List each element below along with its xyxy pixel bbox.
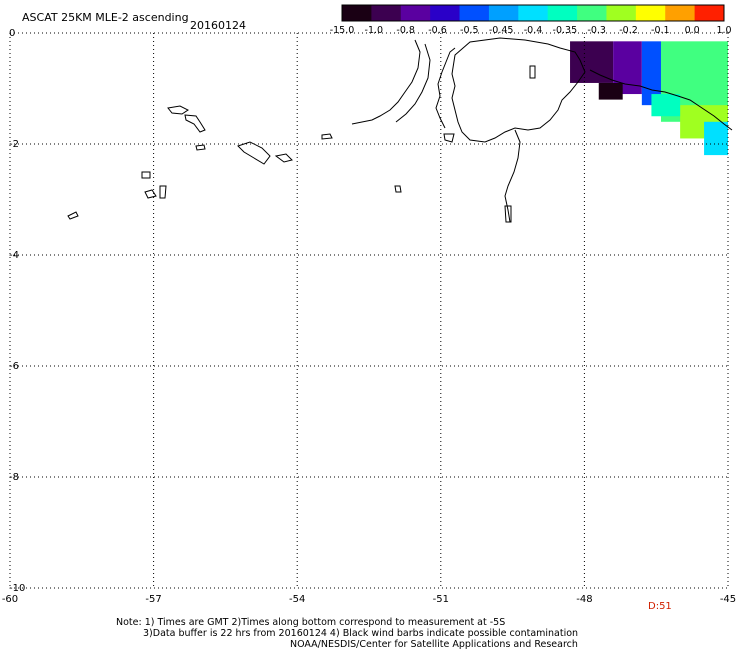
colorbar-segment bbox=[577, 5, 607, 21]
grid-lines bbox=[9, 32, 729, 589]
island-2 bbox=[184, 114, 206, 133]
colorbar-tick-label: -1.0 bbox=[365, 25, 384, 36]
colorbar-labels: -15.0 -1.0 -0.8 -0.6 -0.5 -0.45 -0.4 -0.35 -0.3 -… bbox=[330, 25, 732, 36]
island-14 bbox=[443, 133, 455, 143]
colorbar-tick-label: -15.0 bbox=[330, 25, 355, 36]
note-line-3: NOAA/NESDIS/Center for Satellite Applica… bbox=[290, 639, 578, 650]
island-13 bbox=[529, 65, 536, 79]
colorbar-frame bbox=[341, 4, 725, 22]
x-tick-label: -60 bbox=[2, 594, 18, 605]
colorbar-segment bbox=[518, 5, 549, 21]
note-line-1: Note: 1) Times are GMT 2)Times along bot… bbox=[116, 617, 506, 628]
coastlines bbox=[67, 37, 733, 223]
colorbar-segment bbox=[400, 5, 431, 21]
note-line-2: 3)Data buffer is 22 hrs from 20160124 4)… bbox=[143, 628, 579, 639]
x-tick-labels: -60 -57 -54 -51 -48 -45 bbox=[2, 594, 736, 605]
data-cell bbox=[651, 94, 681, 117]
colorbar-tick-label: 1.0 bbox=[716, 25, 731, 36]
y-tick-labels: 0 -2 -4 -6 -8 -10 bbox=[9, 28, 25, 594]
data-cell bbox=[704, 121, 728, 156]
island-8 bbox=[159, 185, 167, 199]
x-tick-label: -48 bbox=[576, 594, 592, 605]
colorbar-segment bbox=[665, 5, 696, 21]
coastline-baffin-south bbox=[504, 129, 521, 223]
island-9 bbox=[67, 211, 79, 220]
data-cell bbox=[641, 41, 661, 106]
colorbar-tick-label: 0.0 bbox=[685, 25, 700, 36]
d-annotation: D:51 bbox=[648, 601, 672, 612]
colorbar bbox=[341, 4, 725, 22]
chart-title: ASCAT 25KM MLE-2 ascending bbox=[22, 11, 189, 24]
x-tick-label: -45 bbox=[720, 594, 736, 605]
colorbar-tick-label: -0.6 bbox=[428, 25, 447, 36]
island-7 bbox=[144, 189, 157, 199]
colorbar-tick-label: -0.1 bbox=[651, 25, 670, 36]
coastline-greenland bbox=[451, 37, 586, 143]
data-cell bbox=[570, 41, 614, 83]
colorbar-tick-label: -0.45 bbox=[489, 25, 514, 36]
x-tick-label: -54 bbox=[289, 594, 305, 605]
island-12 bbox=[504, 205, 512, 223]
colorbar-segment bbox=[488, 5, 519, 21]
colorbar-segment bbox=[430, 5, 461, 21]
y-tick-label: -10 bbox=[9, 583, 25, 594]
data-cell bbox=[598, 82, 623, 100]
coastline-labrador-2 bbox=[395, 43, 431, 123]
x-tick-label: -57 bbox=[145, 594, 161, 605]
colorbar-tick-label: -0.4 bbox=[524, 25, 543, 36]
y-tick-label: -2 bbox=[9, 139, 19, 150]
island-4 bbox=[274, 153, 293, 163]
y-tick-label: -6 bbox=[9, 361, 19, 372]
colorbar-segment bbox=[371, 5, 402, 21]
coastline-greenland-fjord bbox=[435, 47, 456, 129]
y-tick-label: -8 bbox=[9, 472, 19, 483]
data-cells bbox=[570, 41, 728, 156]
colorbar-segment bbox=[694, 5, 725, 21]
y-tick-label: -4 bbox=[9, 250, 19, 261]
colorbar-segment bbox=[459, 5, 490, 21]
colorbar-segment bbox=[547, 5, 578, 21]
colorbar-tick-label: -0.2 bbox=[619, 25, 638, 36]
island-3 bbox=[237, 141, 271, 165]
island-5 bbox=[195, 144, 206, 151]
island-10 bbox=[394, 185, 402, 193]
colorbar-segment bbox=[606, 5, 637, 21]
x-tick-label: -51 bbox=[433, 594, 449, 605]
island-6 bbox=[141, 171, 151, 179]
island-11 bbox=[321, 133, 333, 140]
colorbar-segment bbox=[635, 5, 666, 21]
colorbar-tick-label: -0.35 bbox=[553, 25, 578, 36]
coastline-west-greenland bbox=[589, 69, 733, 131]
chart-date: 20160124 bbox=[190, 19, 246, 32]
colorbar-segment bbox=[342, 5, 372, 21]
coastline-labrador bbox=[351, 39, 421, 125]
island-1 bbox=[167, 105, 189, 115]
colorbar-tick-label: -0.5 bbox=[460, 25, 479, 36]
colorbar-tick-label: -0.8 bbox=[396, 25, 415, 36]
y-tick-label: 0 bbox=[9, 28, 15, 39]
colorbar-tick-label: -0.3 bbox=[587, 25, 606, 36]
